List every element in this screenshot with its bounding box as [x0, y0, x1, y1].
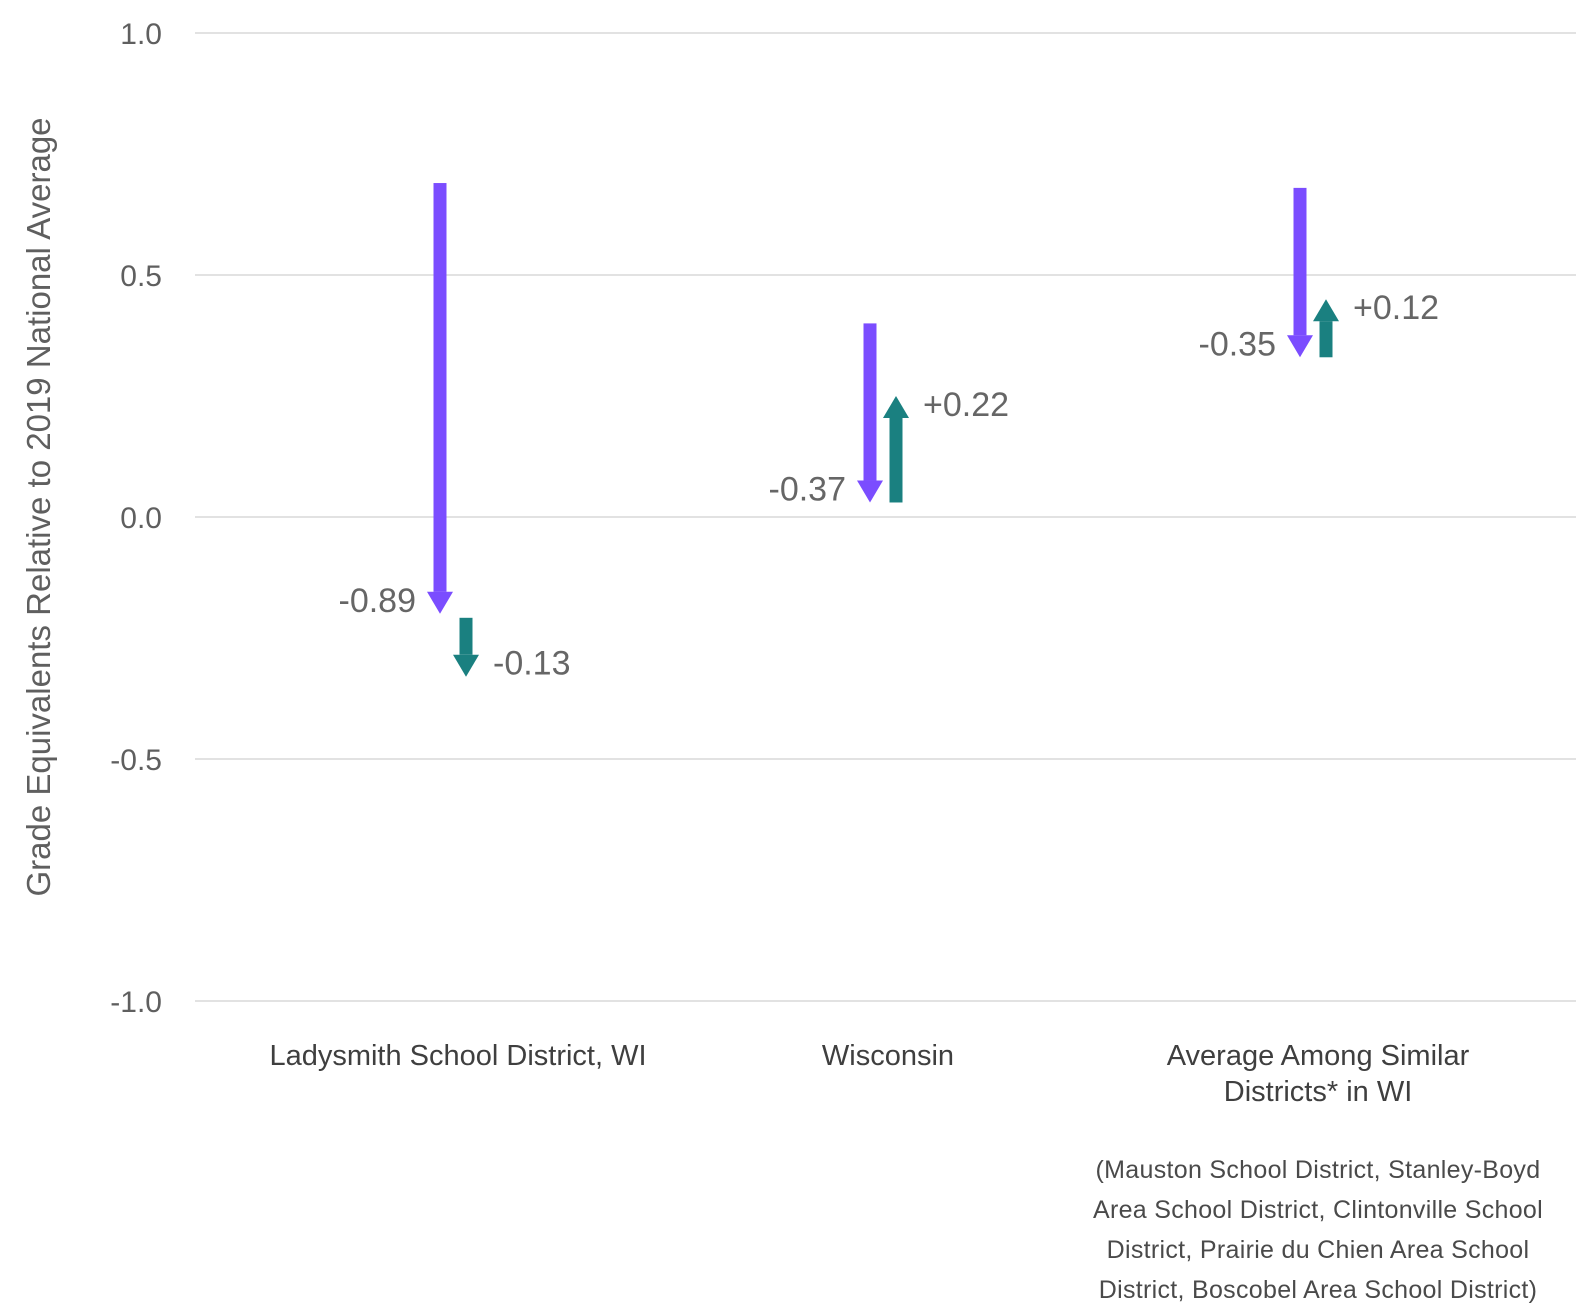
y-axis-label: Grade Equivalents Relative to 2019 Natio…	[20, 117, 57, 896]
decline-arrow-head	[857, 480, 883, 503]
change-arrow	[453, 617, 479, 677]
footnote-line: District, Boscobel Area School District)	[1099, 1276, 1538, 1304]
y-tick-label: 1.0	[120, 18, 162, 51]
decline-arrow	[857, 323, 883, 503]
y-tick-label: -0.5	[110, 744, 162, 777]
change-value-label: +0.22	[923, 386, 1009, 424]
y-tick-label: 0.0	[120, 502, 162, 535]
y-tick-label: 0.5	[120, 260, 162, 293]
change-arrow-shaft	[459, 617, 473, 655]
decline-arrow-shaft	[1293, 187, 1307, 336]
category-label: Ladysmith School District, WI	[269, 1040, 646, 1072]
y-tick-label: -1.0	[110, 986, 162, 1019]
change-arrow-shaft	[889, 418, 903, 503]
change-arrow	[1313, 299, 1339, 358]
drop-value-label: -0.37	[769, 470, 847, 508]
category-label: Average Among Similar	[1167, 1040, 1470, 1072]
change-arrow	[883, 396, 909, 503]
change-value-label: +0.12	[1353, 289, 1439, 327]
decline-arrow	[427, 183, 453, 614]
drop-value-label: -0.89	[339, 582, 417, 620]
category-label: Districts* in WI	[1224, 1076, 1413, 1108]
footnote-line: District, Prairie du Chien Area School	[1107, 1236, 1530, 1264]
decline-arrow	[1287, 187, 1313, 358]
decline-arrow-head	[427, 591, 453, 614]
footnote-line: (Mauston School District, Stanley-Boyd	[1096, 1156, 1541, 1184]
footnote-line: Area School District, Clintonville Schoo…	[1093, 1196, 1543, 1224]
change-arrow-head	[883, 396, 909, 418]
decline-arrow-shaft	[433, 183, 447, 592]
change-arrow-head	[1313, 299, 1339, 322]
decline-arrow-shaft	[863, 323, 877, 481]
drop-value-label: -0.35	[1199, 325, 1277, 363]
decline-arrow-head	[1287, 335, 1313, 358]
change-arrow-shaft	[1319, 321, 1333, 358]
change-value-label: -0.13	[493, 645, 571, 683]
category-label: Wisconsin	[822, 1040, 954, 1072]
change-arrow-head	[453, 654, 479, 677]
